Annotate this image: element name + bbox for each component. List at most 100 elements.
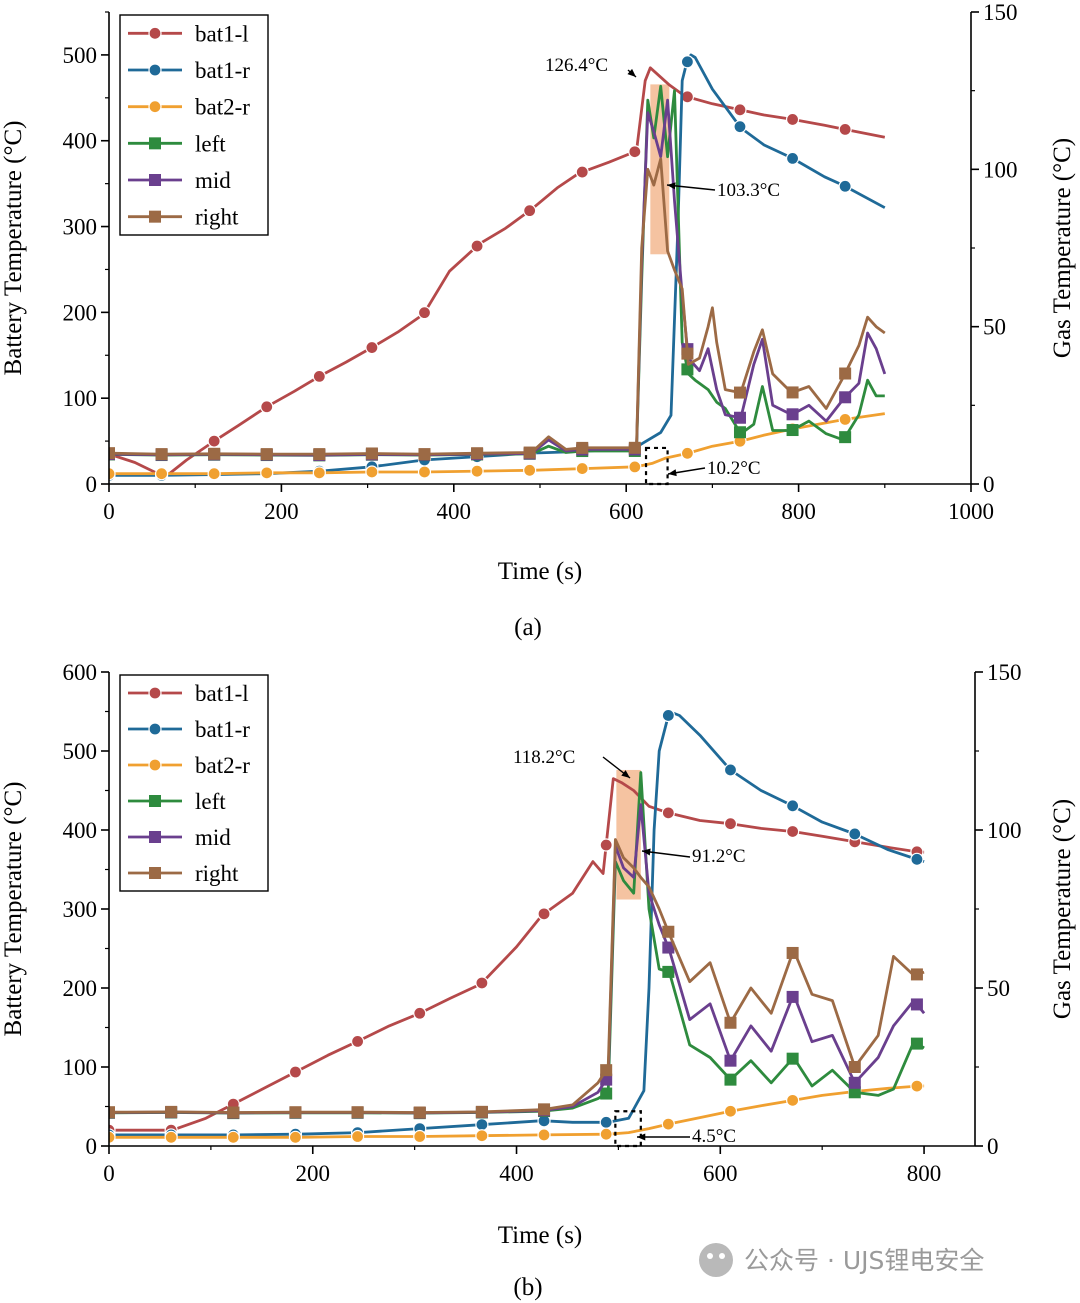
annotation-label: 118.2°C [513,747,575,768]
marker-bat2-r [523,463,537,477]
x-tick-label: 0 [103,1161,115,1186]
annotation-arrowhead [621,770,630,778]
left-tick-label: 500 [63,43,98,68]
annotation-arrowhead [668,469,677,477]
legend-swatch-marker [149,174,161,186]
legend-swatch-marker [148,63,162,77]
marker-mid [910,998,923,1011]
y-axis-label: Battery Temperature (°C) [0,121,27,376]
marker-right [208,447,221,460]
left-tick-label: 500 [63,739,98,764]
marker-right [289,1106,302,1119]
marker-left [839,431,852,444]
annotation-label: 103.3°C [717,180,780,201]
legend-box [119,674,269,892]
marker-right [418,448,431,461]
marker-right [523,446,536,459]
marker-bat1-l [207,434,221,448]
legend: bat1-l bat1-r bat2-r left mid right [119,14,269,236]
left-tick-label: 600 [63,660,98,685]
annotation-arrowhead [642,848,651,856]
marker-bat1-r [910,852,924,866]
marker-left [662,965,675,978]
series-bat2-r [109,1079,925,1144]
series-line-bat1-r [109,710,925,1137]
right-tick-label: 50 [987,976,1010,1001]
y2-axis-label: Gas Temperature (°C) [1049,138,1076,358]
marker-right [313,448,326,461]
left-tick-label: 200 [63,976,98,1001]
marker-mid [662,941,675,954]
marker-left [786,424,799,437]
series-right [109,157,886,461]
marker-bat2-r [164,1130,178,1144]
series-right [109,838,925,1119]
x-axis-label: Time (s) [498,558,583,585]
annotation-arrowhead [637,1133,646,1141]
marker-bat2-r [786,1093,800,1107]
marker-right [724,1016,737,1029]
marker-bat1-r [723,763,738,777]
marker-bat1-l [470,239,484,253]
marker-bat1-r [785,151,800,165]
annotation-label: 4.5°C [692,1126,736,1147]
series-line-bat2-r [109,412,886,476]
x-tick-label: 600 [703,1161,738,1186]
marker-bat1-l [312,369,326,383]
legend-swatch-marker [149,867,161,879]
marker-bat1-l [733,103,747,117]
right-tick-label: 150 [987,660,1022,685]
legend-label: bat1-l [195,21,249,46]
y-axis-label: Battery Temperature (°C) [0,782,27,1037]
marker-bat2-r [680,446,695,460]
panel-caption: (b) [513,1274,542,1301]
marker-bat1-l [785,112,800,127]
marker-right [165,1105,178,1118]
legend-label: left [195,131,226,156]
legend-label: mid [195,825,231,850]
marker-right [260,448,273,461]
left-tick-label: 200 [63,300,98,325]
marker-bat2-r [475,1129,489,1143]
marker-right [538,1103,551,1116]
x-tick-label: 1000 [948,499,994,524]
right-tick-label: 100 [987,818,1022,843]
marker-bat2-r [109,467,116,481]
marker-left [848,1086,861,1099]
x-tick-label: 800 [781,499,816,524]
series-line-bat1-r [109,53,886,477]
marker-bat1-l [475,976,489,990]
marker-right [910,968,923,981]
marker-right [662,925,675,938]
marker-bat2-r [723,1104,738,1118]
marker-bat1-l [417,306,432,320]
annotation-arrowhead [627,68,636,77]
marker-bat2-r [838,412,852,426]
marker-bat1-l [575,165,589,179]
panel-caption: (a) [514,614,542,641]
x-tick-label: 800 [907,1161,942,1186]
marker-right [786,386,799,399]
marker-bat2-r [599,1127,613,1141]
marker-bat2-r [109,1130,116,1144]
marker-bat2-r [413,1129,427,1144]
marker-bat1-l [260,400,274,414]
annotation-label: 126.4°C [545,55,608,76]
annotation-label: 10.2°C [707,458,761,479]
marker-bat1-l [365,340,379,355]
right-tick-label: 50 [983,315,1006,340]
marker-bat2-r [226,1130,240,1144]
marker-right [155,448,168,461]
legend-swatch-marker [149,795,161,807]
legend-swatch-marker [148,758,162,772]
marker-right [786,946,799,959]
marker-bat1-l [661,806,675,820]
left-tick-label: 100 [63,1055,98,1080]
marker-bat1-l [413,1006,427,1020]
marker-bat1-r [786,799,800,813]
x-tick-label: 600 [609,499,644,524]
marker-right [733,386,746,399]
marker-right [576,441,589,454]
marker-bat2-r [207,467,221,481]
